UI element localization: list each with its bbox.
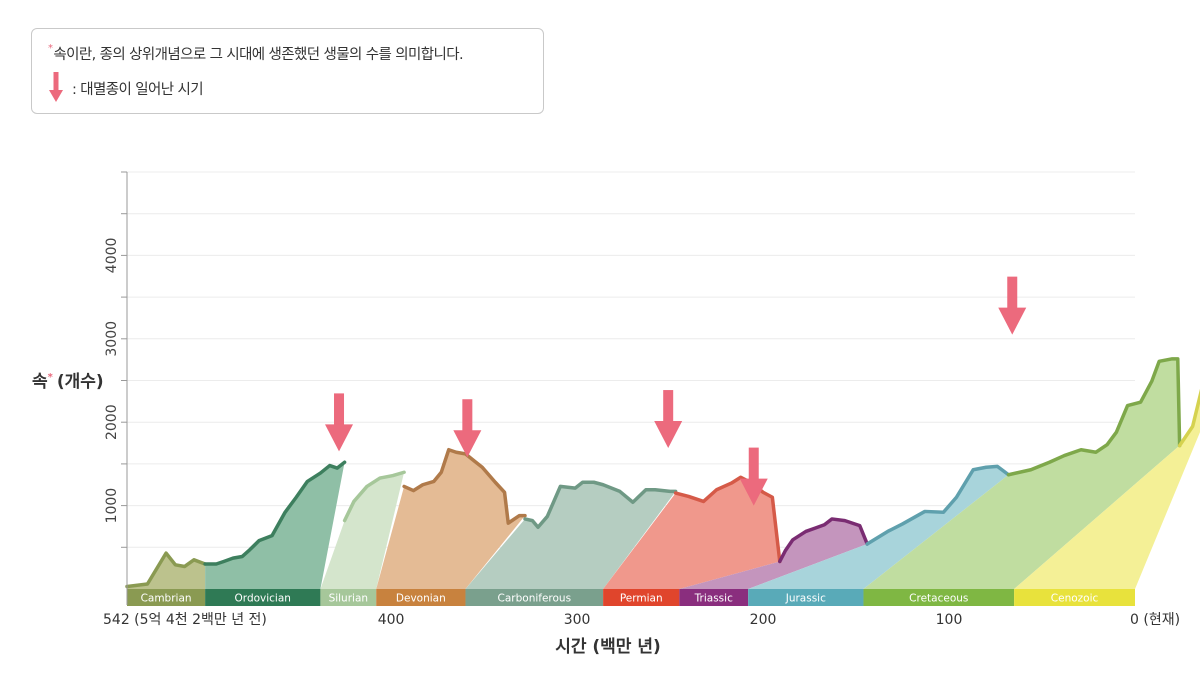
- x-axis-title: 시간 (백만 년): [555, 637, 661, 657]
- period-label-cenozoic: Cenozoic: [1051, 593, 1099, 605]
- x-tick-label: 100: [936, 612, 963, 628]
- period-bar-cambrian: [127, 589, 206, 606]
- extinction-arrow-shaft: [748, 447, 759, 482]
- period-line-carboniferous: [523, 480, 678, 530]
- extinction-arrow: [998, 276, 1027, 335]
- period-label-permian: Permian: [620, 593, 663, 605]
- x-tick-label: 0 (현재): [1130, 612, 1180, 628]
- period-lines: [125, 357, 1200, 589]
- legend-box: *속이란, 종의 상위개념으로 그 시대에 생존했던 생물의 수를 의미합니다.…: [31, 28, 544, 114]
- legend-note-marker: *: [48, 43, 53, 54]
- y-tick-label: 1000: [104, 488, 120, 524]
- period-bar-cretaceous: [863, 589, 1015, 606]
- extinction-arrow-head: [654, 421, 683, 449]
- legend-note-text: 속이란, 종의 상위개념으로 그 시대에 생존했던 생물의 수를 의미합니다.: [53, 47, 463, 63]
- period-bar-permian: [603, 589, 680, 606]
- period-area-devonian: [376, 449, 525, 589]
- x-tick-label: 200: [750, 612, 777, 628]
- period-label-ordovician: Ordovician: [235, 593, 291, 605]
- period-label-carboniferous: Carboniferous: [498, 593, 572, 605]
- period-bar-triassic: [679, 589, 749, 606]
- period-line-silurian: [342, 470, 406, 523]
- period-label-devonian: Devonian: [396, 593, 446, 605]
- mass-extinction-arrow-icon: [49, 72, 63, 102]
- extinction-arrow-shaft: [334, 393, 345, 428]
- legend-arrow-label: : 대멸종이 일어난 시기: [72, 81, 204, 98]
- period-area-jurassic: [748, 466, 1009, 589]
- period-label-silurian: Silurian: [329, 593, 368, 605]
- period-area-ordovician: [205, 462, 345, 589]
- period-line-jurassic: [865, 464, 1011, 546]
- period-label-cretaceous: Cretaceous: [909, 593, 968, 605]
- period-bar-carboniferous: [465, 589, 604, 606]
- extinction-arrow-shaft: [1007, 276, 1018, 311]
- period-area-cenozoic: [1014, 396, 1200, 589]
- period-label-cambrian: Cambrian: [141, 593, 192, 605]
- y-tick-label: 2000: [104, 404, 120, 440]
- legend-note: *속이란, 종의 상위개념으로 그 시대에 생존했던 생물의 수를 의미합니다.: [48, 43, 464, 64]
- x-tick-label: 300: [564, 612, 591, 628]
- period-bar-ordovician: [205, 589, 321, 606]
- period-line-cenozoic: [1177, 388, 1200, 448]
- extinction-arrows: [325, 276, 1027, 506]
- period-label-jurassic: Jurassic: [785, 593, 826, 605]
- period-line-cretaceous: [1006, 357, 1182, 477]
- extinction-arrow-shaft: [663, 390, 674, 425]
- period-area-permian: [603, 477, 780, 589]
- extinction-arrow-head: [998, 307, 1027, 335]
- period-line-devonian: [402, 447, 527, 525]
- y-axis-title-marker: *: [48, 372, 54, 383]
- y-tick-label: 3000: [104, 321, 120, 357]
- period-line-permian: [673, 475, 782, 564]
- x-tick-label: 542 (5억 4천 2백만 년 전): [103, 612, 267, 628]
- y-axis-title-main: 속: [32, 372, 48, 392]
- period-bar-devonian: [376, 589, 466, 606]
- extinction-arrow-head: [453, 430, 482, 458]
- period-line-triassic: [778, 517, 869, 564]
- extinction-arrow-shaft: [462, 399, 473, 434]
- y-tick-label: 4000: [104, 238, 120, 274]
- period-areas: [127, 358, 1200, 589]
- extinction-arrow-head: [325, 424, 354, 452]
- period-bar-silurian: [320, 589, 377, 606]
- extinction-arrow: [739, 447, 768, 506]
- legend-arrow-row: : 대멸종이 일어난 시기: [48, 72, 204, 103]
- period-bars: Cambrian Ordovician Silurian Devonian Carbon…: [127, 589, 1135, 606]
- y-axis-title: 속* (개수): [32, 372, 104, 392]
- period-line-cambrian: [125, 551, 207, 589]
- period-area-carboniferous: [465, 482, 676, 589]
- x-tick-label: 400: [378, 612, 405, 628]
- period-bar-cenozoic: [1014, 589, 1135, 606]
- extinction-arrow-head: [739, 478, 768, 506]
- period-label-triassic: Triassic: [694, 593, 733, 605]
- period-area-silurian: [320, 472, 405, 589]
- period-bar-jurassic: [748, 589, 864, 606]
- y-axis-title-unit: (개수): [57, 372, 104, 392]
- extinction-arrow: [325, 393, 354, 452]
- period-area-cambrian: [127, 553, 206, 589]
- extinction-arrow: [453, 399, 482, 458]
- period-area-cretaceous: [863, 358, 1180, 589]
- period-line-ordovician: [203, 460, 347, 566]
- extinction-arrow: [654, 390, 683, 449]
- period-area-triassic: [679, 518, 868, 589]
- axes: 1000 2000 3000 4000 542 (5억 4천 2백만 년 전) 400 30…: [103, 171, 1180, 628]
